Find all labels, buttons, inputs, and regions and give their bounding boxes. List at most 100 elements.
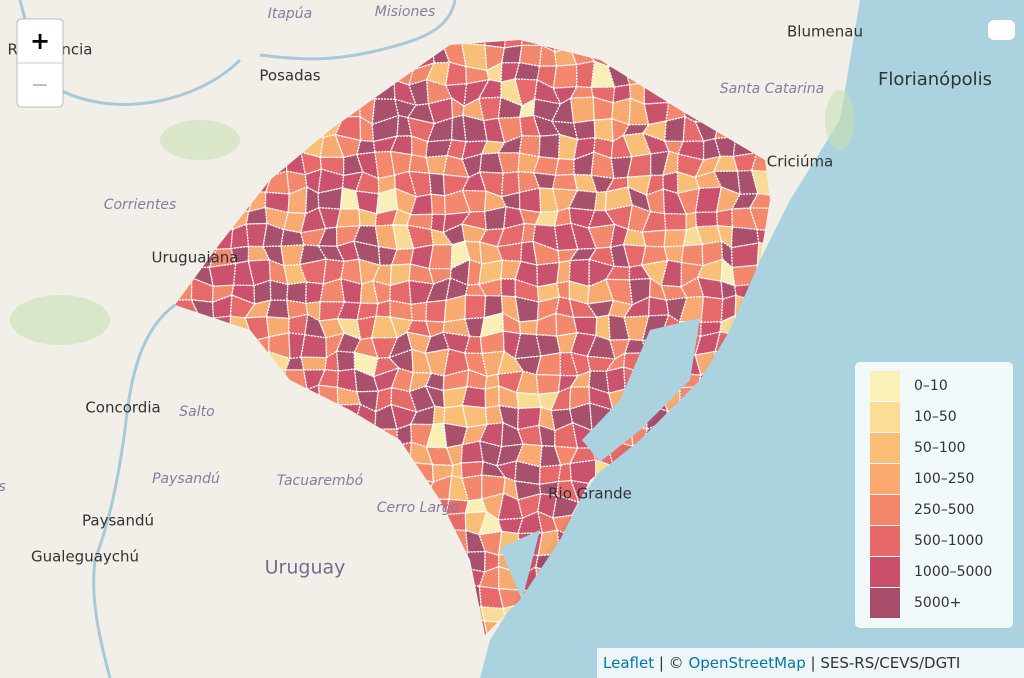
municipality bbox=[514, 260, 539, 288]
municipality bbox=[484, 373, 500, 391]
municipality bbox=[208, 262, 237, 288]
municipality bbox=[336, 350, 356, 372]
municipality bbox=[552, 63, 578, 89]
municipality bbox=[500, 171, 521, 198]
municipality bbox=[247, 191, 267, 213]
municipality bbox=[694, 186, 723, 214]
municipality bbox=[406, 331, 432, 355]
place-label: Paysandú bbox=[82, 512, 154, 530]
municipality bbox=[377, 245, 398, 266]
lagoon bbox=[582, 318, 700, 462]
municipality bbox=[568, 189, 598, 212]
lagoon bbox=[500, 530, 540, 600]
place-label: Gualeguaychú bbox=[31, 548, 139, 566]
municipality bbox=[247, 259, 272, 287]
municipality bbox=[535, 374, 562, 395]
legend-label: 250–500 bbox=[914, 502, 974, 518]
municipality bbox=[534, 210, 559, 227]
municipality bbox=[245, 222, 268, 248]
municipality bbox=[478, 96, 502, 122]
municipality bbox=[356, 139, 376, 156]
municipality bbox=[660, 259, 683, 288]
municipality bbox=[450, 462, 463, 480]
place-label: Uruguay bbox=[265, 557, 346, 579]
attribution: Leaflet | © OpenStreetMap | SES-RS/CEVS/… bbox=[597, 648, 1024, 678]
municipality bbox=[557, 462, 572, 483]
municipality bbox=[720, 280, 737, 300]
municipality bbox=[573, 151, 595, 176]
municipality bbox=[716, 225, 734, 249]
municipality bbox=[359, 279, 379, 305]
source: | SES-RS/CEVS/DGTI bbox=[806, 654, 961, 672]
municipality bbox=[663, 245, 685, 264]
municipality bbox=[408, 170, 432, 198]
municipality bbox=[685, 211, 698, 231]
municipality bbox=[461, 474, 483, 502]
municipality bbox=[394, 187, 418, 216]
municipality bbox=[503, 206, 526, 230]
municipality bbox=[319, 156, 345, 177]
legend-swatch bbox=[870, 495, 900, 525]
osm-link[interactable]: OpenStreetMap bbox=[688, 654, 805, 672]
place-label: Posadas bbox=[259, 67, 320, 85]
municipality bbox=[647, 296, 670, 317]
place-label: Corrientes bbox=[104, 197, 177, 213]
place-label: Criciúma bbox=[767, 153, 834, 171]
municipality bbox=[336, 301, 362, 321]
municipality bbox=[442, 331, 471, 355]
municipality bbox=[694, 211, 719, 228]
place-label: Santa Catarina bbox=[720, 81, 824, 97]
municipality bbox=[483, 205, 507, 231]
municipality bbox=[556, 479, 580, 504]
place-label: Misiones bbox=[375, 4, 436, 20]
municipality bbox=[500, 278, 517, 298]
municipality bbox=[572, 316, 598, 337]
municipality bbox=[410, 301, 428, 322]
municipality bbox=[324, 350, 340, 372]
zoom-in[interactable]: + bbox=[30, 27, 50, 55]
municipality bbox=[555, 296, 575, 319]
leaflet-link[interactable]: Leaflet bbox=[603, 654, 654, 672]
municipality bbox=[408, 263, 435, 285]
municipality bbox=[432, 405, 446, 426]
municipality bbox=[409, 193, 434, 216]
municipality bbox=[466, 368, 488, 391]
attribution-box bbox=[597, 648, 1024, 678]
zoom-out[interactable]: − bbox=[31, 73, 49, 98]
municipality bbox=[696, 276, 724, 300]
layer-control[interactable] bbox=[988, 20, 1015, 40]
municipality bbox=[461, 153, 483, 179]
municipality bbox=[377, 174, 396, 195]
municipality bbox=[305, 281, 325, 305]
municipality bbox=[551, 188, 579, 212]
municipality bbox=[461, 404, 488, 429]
municipality bbox=[461, 223, 488, 243]
municipality bbox=[353, 337, 379, 360]
municipality bbox=[569, 459, 597, 486]
municipality bbox=[550, 386, 572, 412]
place-label: Cerro Largo bbox=[377, 500, 460, 516]
municipality bbox=[317, 245, 346, 263]
municipality bbox=[682, 115, 705, 143]
legend-swatch bbox=[870, 402, 900, 432]
legend-swatch bbox=[870, 526, 900, 556]
municipality bbox=[479, 241, 504, 265]
municipality bbox=[514, 78, 538, 107]
legend-swatch bbox=[870, 588, 900, 618]
municipality bbox=[586, 299, 615, 319]
municipality bbox=[568, 207, 596, 229]
municipality bbox=[501, 44, 523, 64]
municipality bbox=[497, 134, 523, 154]
municipality bbox=[300, 227, 327, 247]
municipality bbox=[623, 315, 650, 342]
municipality bbox=[443, 294, 467, 323]
municipality bbox=[573, 136, 596, 161]
attribution-text: Leaflet | © OpenStreetMap | SES-RS/CEVS/… bbox=[603, 654, 960, 672]
municipality bbox=[551, 173, 579, 192]
municipality bbox=[536, 510, 559, 534]
municipality bbox=[664, 115, 686, 143]
municipality bbox=[478, 510, 503, 536]
legend-label: 500–1000 bbox=[914, 533, 983, 549]
municipality bbox=[593, 191, 607, 212]
